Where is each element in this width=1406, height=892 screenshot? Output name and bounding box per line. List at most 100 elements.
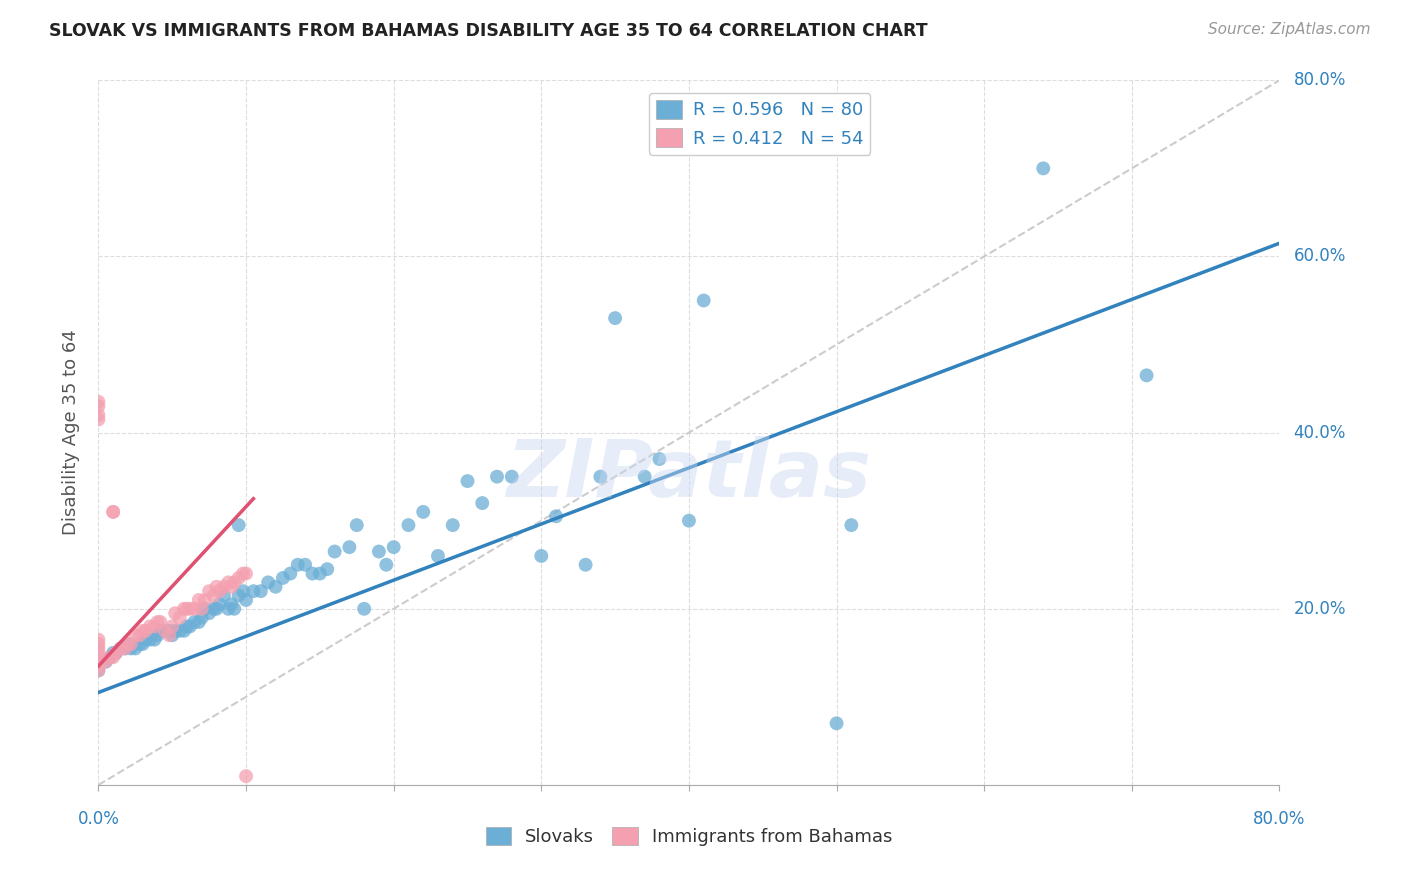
Point: [146, 615, 169, 629]
Point: [232, 566, 254, 581]
Point: [157, 624, 180, 638]
Point: [271, 571, 294, 585]
Point: [212, 580, 235, 594]
Point: [198, 584, 221, 599]
Point: [427, 549, 450, 563]
Point: [228, 518, 250, 533]
Text: 20.0%: 20.0%: [1294, 599, 1346, 618]
Point: [198, 606, 221, 620]
Point: [257, 575, 280, 590]
Point: [228, 589, 250, 603]
Point: [228, 571, 250, 585]
Point: [486, 469, 509, 483]
Point: [149, 624, 172, 638]
Point: [117, 637, 139, 651]
Point: [235, 593, 257, 607]
Point: [412, 505, 434, 519]
Point: [87, 646, 110, 660]
Y-axis label: Disability Age 35 to 64: Disability Age 35 to 64: [62, 330, 80, 535]
Point: [149, 615, 172, 629]
Point: [187, 615, 209, 629]
Point: [501, 469, 523, 483]
Point: [287, 558, 309, 572]
Point: [87, 659, 110, 673]
Point: [471, 496, 494, 510]
Point: [114, 641, 136, 656]
Point: [546, 509, 568, 524]
Point: [176, 619, 198, 633]
Point: [221, 580, 243, 594]
Point: [169, 610, 191, 624]
Point: [235, 566, 257, 581]
Point: [375, 558, 398, 572]
Point: [169, 624, 191, 638]
Point: [173, 624, 195, 638]
Point: [103, 505, 125, 519]
Point: [316, 562, 339, 576]
Text: 80.0%: 80.0%: [1253, 810, 1306, 828]
Point: [162, 619, 183, 633]
Point: [132, 637, 155, 651]
Point: [110, 641, 132, 656]
Legend: Slovaks, Immigrants from Bahamas: Slovaks, Immigrants from Bahamas: [478, 820, 900, 854]
Point: [693, 293, 716, 308]
Point: [280, 566, 302, 581]
Point: [124, 628, 146, 642]
Point: [183, 601, 205, 615]
Point: [217, 601, 239, 615]
Point: [143, 619, 166, 633]
Point: [235, 769, 257, 783]
Point: [87, 408, 110, 422]
Point: [143, 632, 166, 647]
Point: [301, 566, 323, 581]
Point: [87, 641, 110, 656]
Point: [105, 646, 128, 660]
Point: [94, 655, 117, 669]
Point: [135, 632, 157, 647]
Point: [153, 624, 176, 638]
Point: [457, 474, 479, 488]
Point: [139, 619, 162, 633]
Point: [648, 452, 671, 467]
Point: [135, 624, 157, 638]
Point: [103, 505, 125, 519]
Point: [232, 584, 254, 599]
Point: [162, 628, 183, 642]
Point: [120, 641, 142, 656]
Point: [117, 637, 139, 651]
Point: [87, 637, 110, 651]
Point: [87, 664, 110, 678]
Point: [1136, 368, 1159, 383]
Point: [120, 637, 142, 651]
Point: [176, 601, 198, 615]
Point: [153, 624, 176, 638]
Point: [103, 650, 125, 665]
Point: [1032, 161, 1054, 176]
Text: 40.0%: 40.0%: [1294, 424, 1346, 442]
Point: [87, 412, 110, 426]
Point: [841, 518, 863, 533]
Point: [825, 716, 848, 731]
Point: [339, 540, 361, 554]
Point: [205, 601, 228, 615]
Point: [103, 646, 125, 660]
Text: SLOVAK VS IMMIGRANTS FROM BAHAMAS DISABILITY AGE 35 TO 64 CORRELATION CHART: SLOVAK VS IMMIGRANTS FROM BAHAMAS DISABI…: [49, 22, 928, 40]
Point: [575, 558, 598, 572]
Point: [165, 624, 187, 638]
Point: [202, 601, 225, 615]
Point: [132, 624, 155, 638]
Point: [205, 580, 228, 594]
Point: [250, 584, 273, 599]
Point: [183, 615, 205, 629]
Point: [224, 575, 246, 590]
Text: ZIPatlas: ZIPatlas: [506, 436, 872, 514]
Point: [441, 518, 464, 533]
Point: [98, 650, 121, 665]
Point: [382, 540, 405, 554]
Point: [173, 601, 195, 615]
Point: [589, 469, 612, 483]
Point: [212, 589, 235, 603]
Point: [87, 632, 110, 647]
Point: [94, 655, 117, 669]
Point: [87, 655, 110, 669]
